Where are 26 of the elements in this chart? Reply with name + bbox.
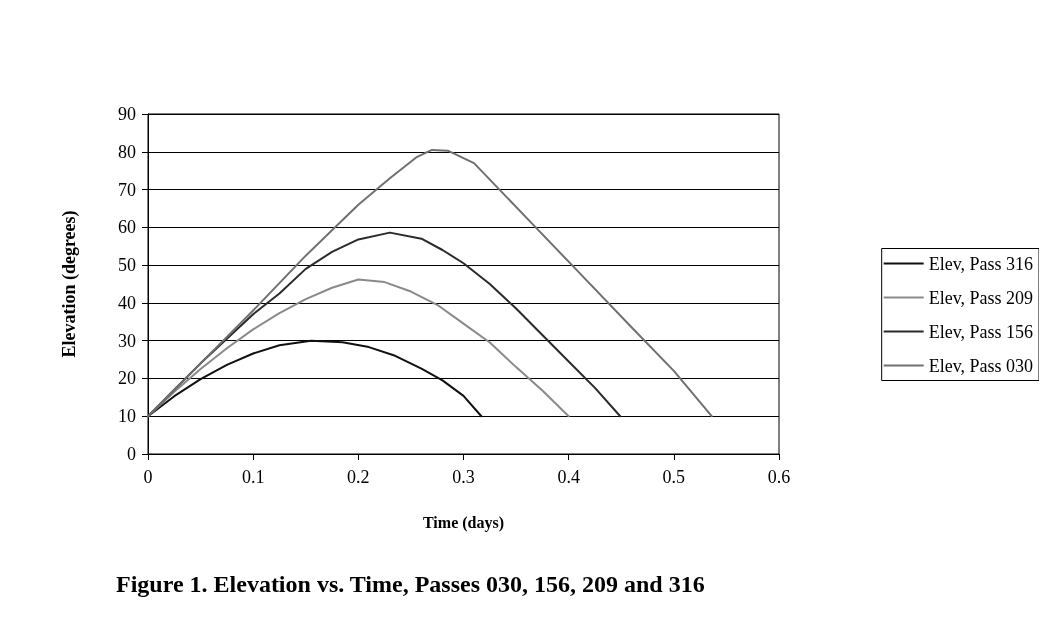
legend-label: Elev, Pass 209 (928, 287, 1033, 308)
line-series (147, 339, 483, 418)
y-tick-label: 80 (118, 141, 136, 162)
x-axis-title: Time (days) (422, 513, 505, 532)
x-tick-label: 0.6 (767, 467, 791, 487)
x-tick-label: 0.2 (347, 467, 370, 487)
y-tick-label: 70 (118, 179, 136, 200)
x-tick-label: 0 (143, 467, 153, 487)
x-tick-label: 0.5 (662, 467, 686, 487)
y-tick-label: 50 (118, 255, 136, 276)
y-tick-label: 10 (118, 406, 136, 427)
legend-label: Elev, Pass 156 (928, 321, 1033, 342)
x-tick-label: 0.3 (452, 467, 475, 487)
legend-label: Elev, Pass 030 (928, 355, 1033, 376)
y-tick-label: 20 (118, 368, 136, 389)
y-tick-label: 0 (127, 444, 136, 464)
y-tick-label: 60 (118, 217, 136, 238)
y-tick-label: 40 (118, 292, 136, 313)
y-tick-label: 30 (118, 330, 136, 351)
legend-label: Elev, Pass 316 (928, 253, 1033, 274)
text: Figure 1. Elevation vs. Time, Passes 030, 156, 209 and 316 (116, 571, 705, 597)
x-tick-label: 0.1 (241, 467, 265, 487)
y-axis-title: Elevation (degrees) (59, 210, 80, 358)
x-tick-label: 0.4 (557, 467, 580, 487)
y-tick-label: 90 (118, 104, 136, 124)
line-series (147, 148, 713, 418)
